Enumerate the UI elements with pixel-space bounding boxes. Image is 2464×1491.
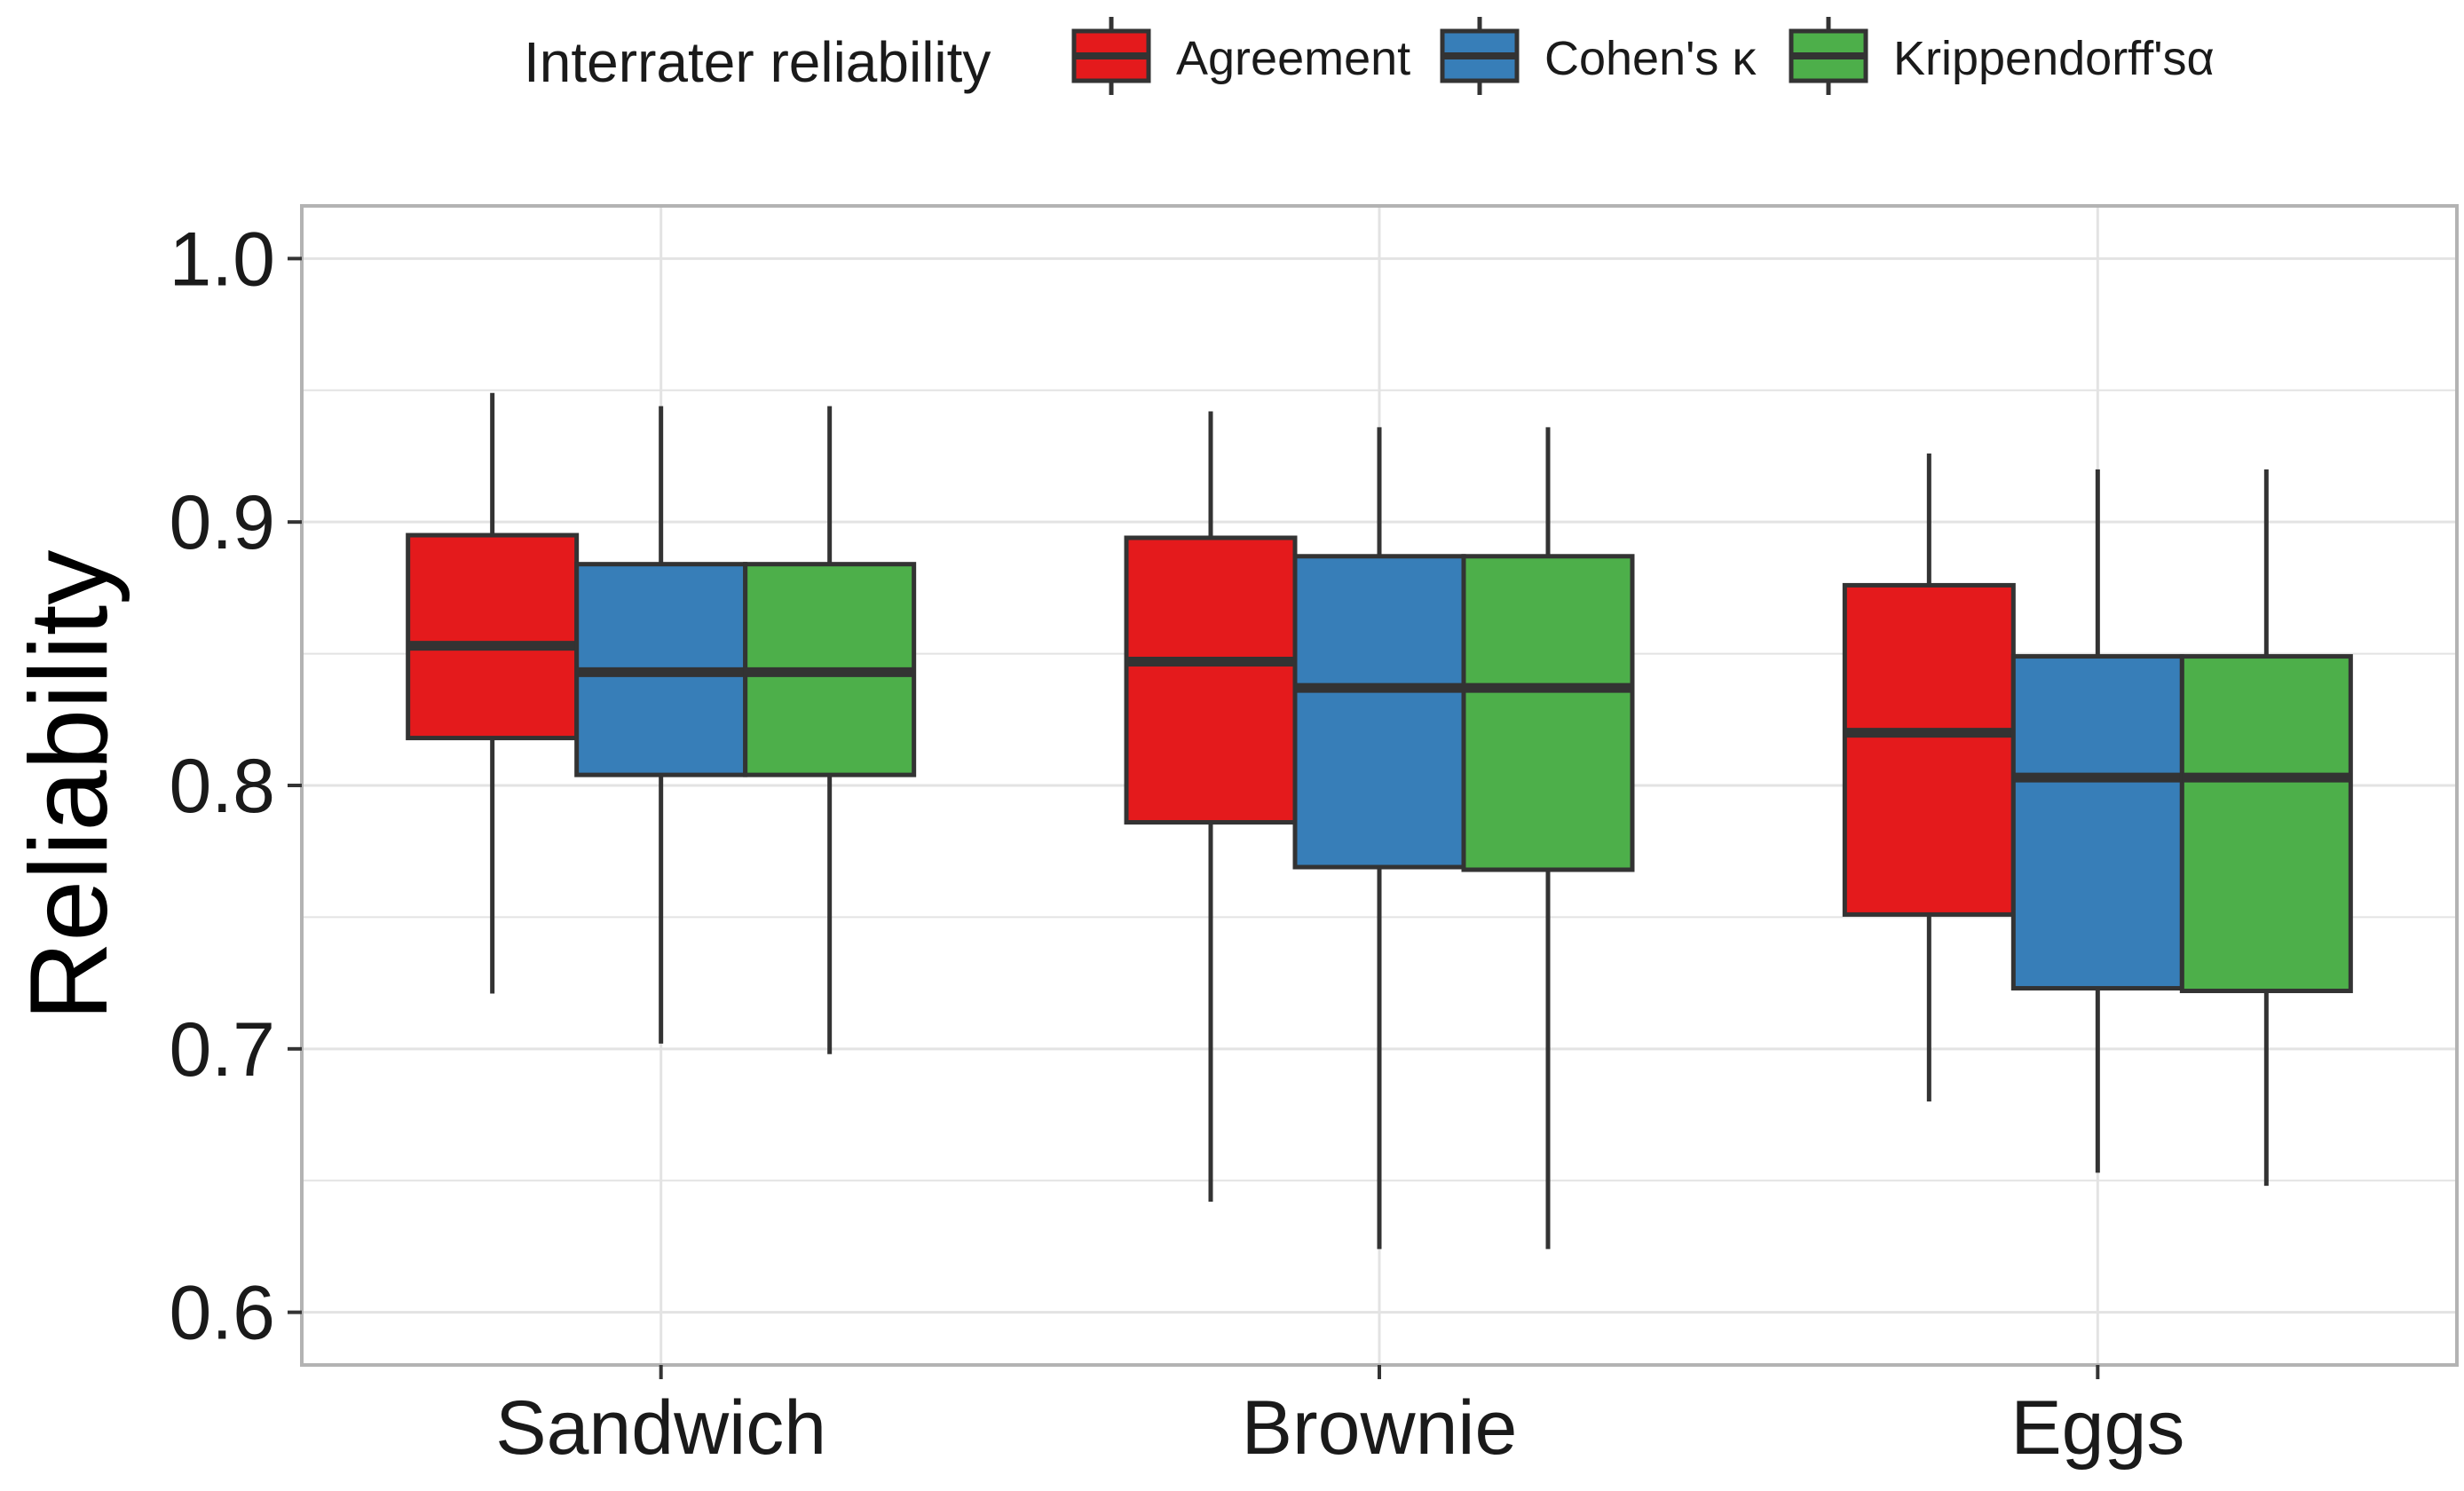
x-tick-label: Sandwich [495,1385,826,1471]
y-tick-label: 1.0 [169,217,275,302]
y-tick-label: 0.8 [169,744,275,829]
x-tick-label: Eggs [2010,1385,2184,1471]
legend-items: Agreement Cohen's κ Krippendorff'sα [1071,17,2215,95]
legend-item: Cohen's κ [1440,17,1757,95]
box [1292,554,1466,870]
whiskers [490,392,2269,1250]
legend-item: Agreement [1071,17,1410,95]
boxes [406,532,2353,994]
box [2179,654,2353,994]
y-tick-label: 0.6 [169,1271,275,1356]
legend: Interrater reliability Agreement Cohen's … [524,17,2215,95]
y-axis-title: Reliability [8,550,130,1022]
legend-title: Interrater reliability [524,30,991,94]
x-tick-label: Brownie [1242,1385,1518,1471]
y-tick-label: 0.7 [169,1007,275,1093]
box [1124,535,1298,825]
box [406,532,580,741]
x-axis: Sandwich Brownie Eggs [495,1365,2184,1471]
box [1842,582,2016,917]
box [1461,554,1635,872]
plot-panel [300,204,2459,1367]
y-tick-label: 0.9 [169,480,275,565]
legend-label: Krippendorff'sα [1893,32,2215,85]
legend-label: Cohen's κ [1544,32,1757,85]
y-axis: 0.6 0.7 0.8 0.9 1.0 [169,217,302,1356]
legend-item: Krippendorff'sα [1789,17,2215,95]
box [2010,654,2184,991]
legend-label: Agreement [1176,32,1410,85]
